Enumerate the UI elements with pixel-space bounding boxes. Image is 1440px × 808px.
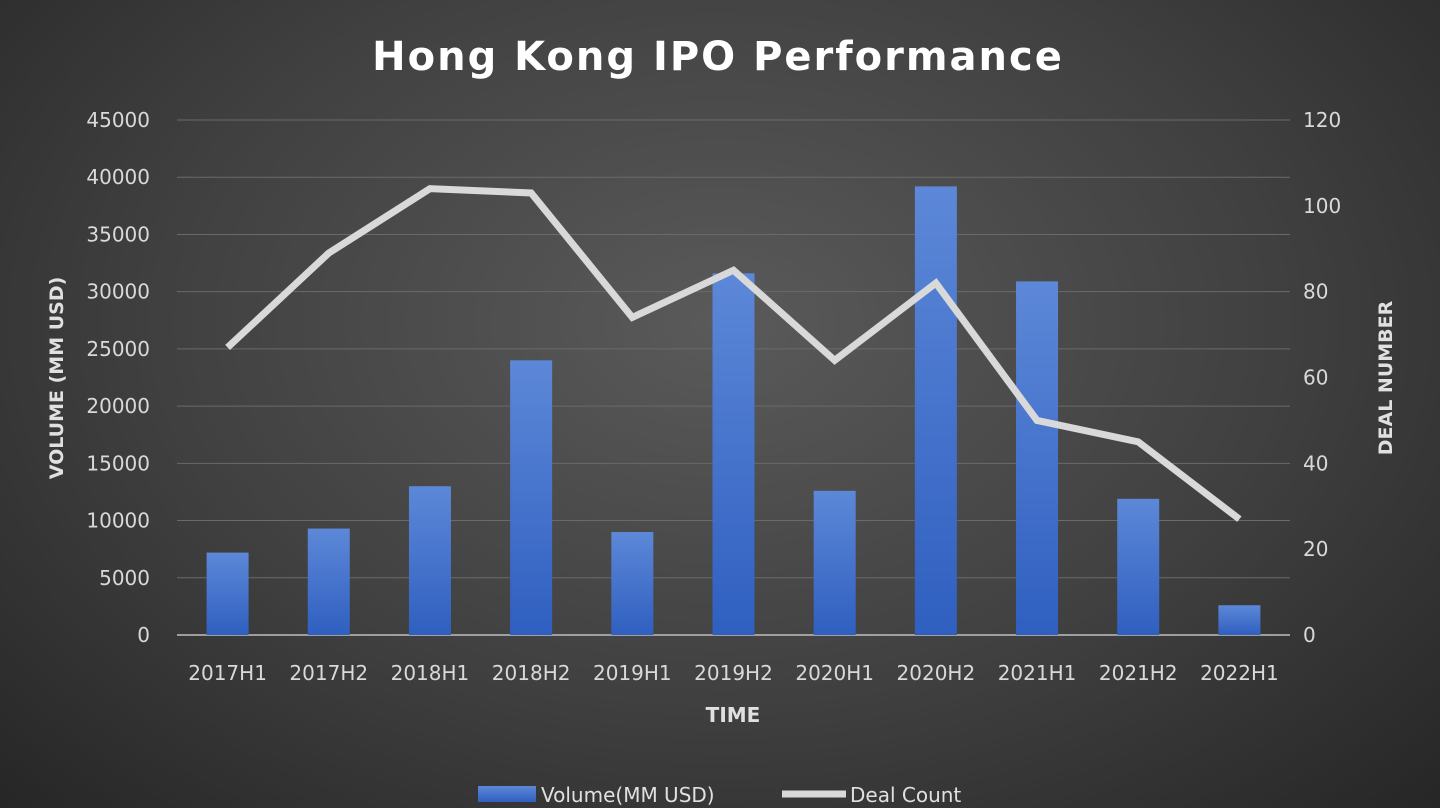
y2-tick-label: 0: [1303, 623, 1316, 647]
bar-2019H1: [611, 532, 654, 635]
legend-label-volume: Volume(MM USD): [541, 783, 715, 807]
x-tick-label: 2021H2: [1099, 661, 1178, 685]
bar-2020H2: [914, 186, 957, 635]
legend-swatch-volume: [478, 786, 536, 802]
bar-2021H2: [1117, 498, 1160, 635]
y-tick-label: 30000: [86, 280, 150, 304]
x-tick-label: 2017H2: [289, 661, 368, 685]
y2-tick-label: 60: [1303, 366, 1328, 390]
bar-2021H1: [1016, 281, 1059, 635]
y2-tick-label: 40: [1303, 451, 1328, 475]
y2-tick-label: 100: [1303, 194, 1341, 218]
x-tick-label: 2019H2: [694, 661, 773, 685]
bar-2018H2: [510, 360, 553, 635]
deal-count-line: [225, 185, 1242, 522]
y2-tick-label: 80: [1303, 280, 1328, 304]
y2-axis-label: DEAL NUMBER: [1375, 300, 1397, 455]
bar-2017H1: [206, 552, 249, 635]
bar-2017H2: [307, 528, 350, 635]
y-tick-label: 40000: [86, 165, 150, 189]
y-tick-label: 15000: [86, 451, 150, 475]
legend: Volume(MM USD) Deal Count: [478, 783, 961, 807]
x-tick-label: 2018H2: [492, 661, 571, 685]
y-tick-label: 10000: [86, 509, 150, 533]
x-tick-label: 2021H1: [998, 661, 1077, 685]
x-tick-label: 2020H1: [795, 661, 874, 685]
y-tick-label: 45000: [86, 108, 150, 132]
y-tick-label: 35000: [86, 222, 150, 246]
bar-2019H2: [712, 273, 755, 635]
y-axis-label: VOLUME (MM USD): [46, 277, 68, 480]
legend-label-deal-count: Deal Count: [850, 783, 961, 807]
bar-2018H1: [408, 486, 451, 635]
bar-2022H1: [1218, 605, 1261, 635]
y-tick-label: 5000: [99, 566, 150, 590]
bar-2020H1: [813, 490, 856, 635]
y2-tick-label: 120: [1303, 108, 1341, 132]
x-tick-label: 2022H1: [1200, 661, 1279, 685]
y-tick-label: 25000: [86, 337, 150, 361]
x-tick-label: 2020H2: [897, 661, 976, 685]
chart-title: Hong Kong IPO Performance: [372, 34, 1064, 80]
y-tick-label: 0: [137, 623, 150, 647]
y2-tick-label: 20: [1303, 537, 1328, 561]
x-axis-label: TIME: [706, 703, 761, 727]
x-tick-label: 2019H1: [593, 661, 672, 685]
x-tick-label: 2018H1: [391, 661, 470, 685]
x-tick-label: 2017H1: [188, 661, 267, 685]
y-tick-label: 20000: [86, 394, 150, 418]
